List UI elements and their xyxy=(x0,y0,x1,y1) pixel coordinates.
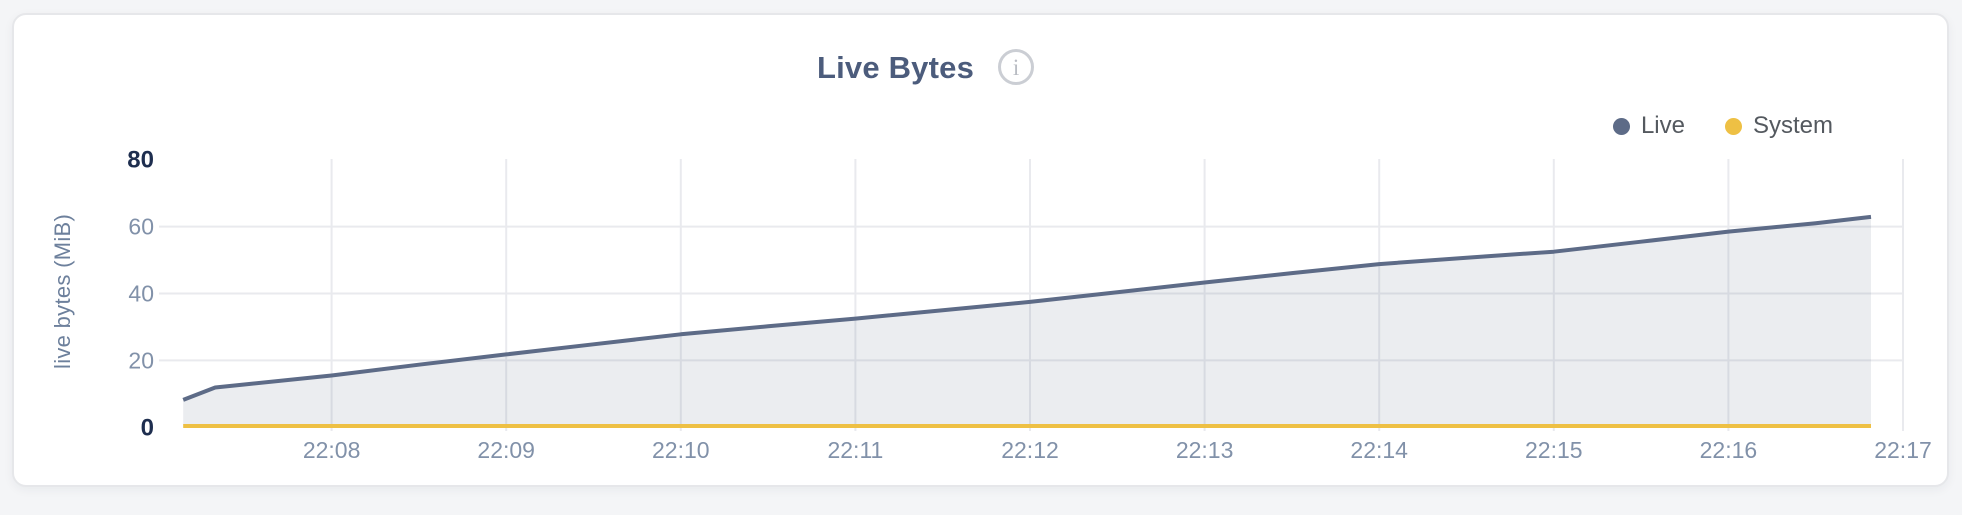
y-tick-label: 60 xyxy=(128,214,154,240)
live-bytes-card: Live Bytes i Live System live bytes (MiB)… xyxy=(12,13,1949,487)
y-tick-label: 80 xyxy=(127,147,154,174)
y-tick-label: 20 xyxy=(128,347,154,373)
x-tick-label: 22:11 xyxy=(827,437,883,463)
chart-header: Live Bytes i xyxy=(0,49,1892,85)
legend-dot-icon xyxy=(1724,117,1742,135)
chart-legend: Live System xyxy=(1612,112,1833,139)
x-tick-label: 22:08 xyxy=(303,437,361,463)
legend-label: Live xyxy=(1640,112,1685,139)
y-tick-label: 40 xyxy=(128,281,154,307)
x-tick-label: 22:13 xyxy=(1176,437,1234,463)
live-area xyxy=(183,216,1872,428)
legend-item-system[interactable]: System xyxy=(1724,112,1833,139)
x-tick-label: 22:14 xyxy=(1350,437,1408,463)
x-tick-label: 22:09 xyxy=(477,437,535,463)
live-bytes-chart[interactable]: 22:08 22:09 22:10 22:11 22:12 22:13 22:14 22:15… xyxy=(14,15,1962,515)
x-tick-label: 22:10 xyxy=(652,437,710,463)
legend-item-live[interactable]: Live xyxy=(1612,112,1685,139)
info-icon[interactable]: i xyxy=(998,49,1035,85)
x-tick-label: 22:17 xyxy=(1874,437,1932,463)
live-line xyxy=(182,214,1872,402)
legend-dot-icon xyxy=(1612,117,1630,135)
y-tick-label: 0 xyxy=(141,414,154,441)
x-tick-label: 22:16 xyxy=(1700,437,1758,463)
legend-label: System xyxy=(1752,112,1833,139)
x-tick-label: 22:12 xyxy=(1001,437,1059,463)
x-tick-label: 22:15 xyxy=(1525,437,1583,463)
chart-title: Live Bytes xyxy=(816,49,975,85)
